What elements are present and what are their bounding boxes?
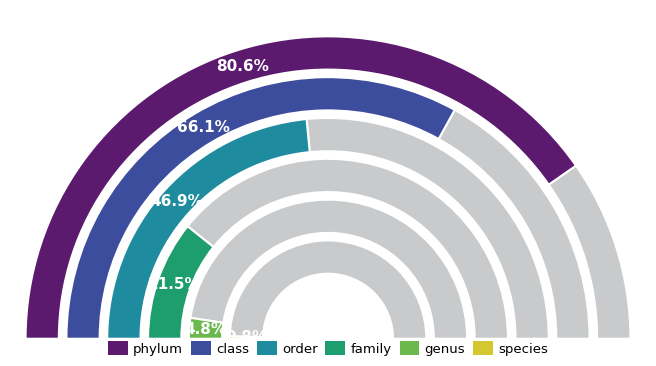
- Text: 80.6%: 80.6%: [216, 59, 269, 74]
- Wedge shape: [148, 226, 214, 339]
- Wedge shape: [189, 318, 223, 339]
- Text: 4.8%: 4.8%: [185, 322, 227, 337]
- Wedge shape: [190, 199, 467, 339]
- Text: 46.9%: 46.9%: [150, 194, 203, 209]
- Wedge shape: [548, 166, 630, 339]
- Wedge shape: [26, 36, 576, 339]
- Wedge shape: [107, 119, 310, 339]
- Text: 21.5%: 21.5%: [148, 277, 200, 292]
- Text: 0.8%: 0.8%: [225, 330, 268, 345]
- Wedge shape: [439, 110, 590, 339]
- Wedge shape: [230, 240, 426, 339]
- Wedge shape: [306, 118, 549, 339]
- Wedge shape: [66, 77, 455, 339]
- Text: 66.1%: 66.1%: [177, 120, 230, 135]
- Legend: phylum, class, order, family, genus, species: phylum, class, order, family, genus, spe…: [102, 336, 554, 361]
- Wedge shape: [188, 159, 508, 339]
- Wedge shape: [230, 336, 263, 339]
